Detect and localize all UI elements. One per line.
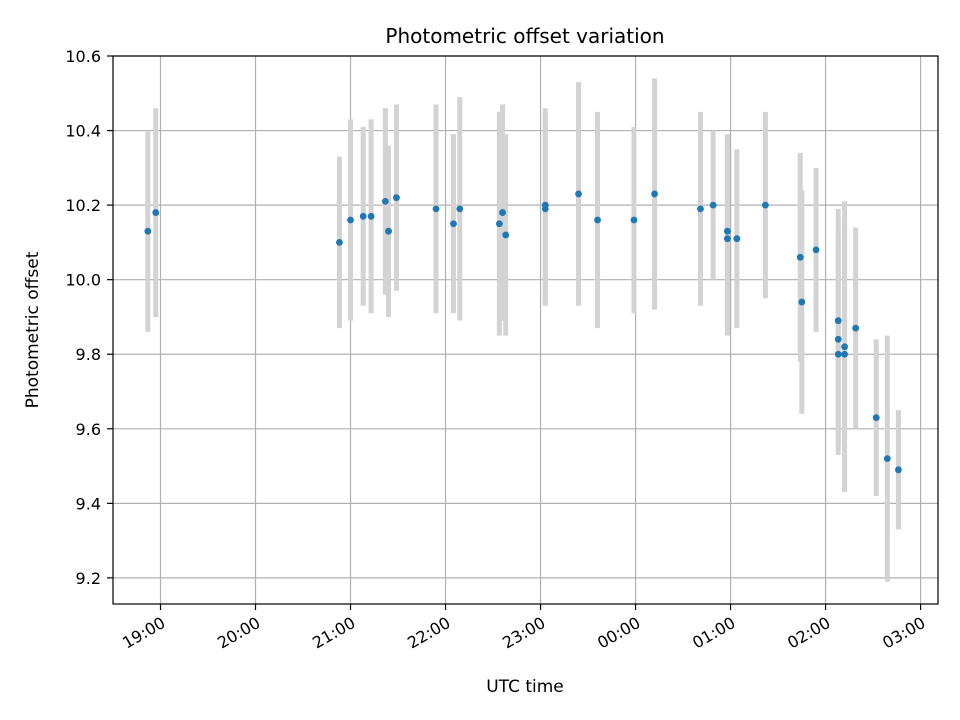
data-point bbox=[841, 343, 848, 351]
data-point bbox=[895, 466, 902, 474]
y-tick-label: 9.2 bbox=[76, 569, 101, 588]
data-point bbox=[651, 190, 658, 198]
y-tick-label: 10.0 bbox=[65, 271, 101, 290]
x-axis-title: UTC time bbox=[486, 677, 564, 697]
data-point bbox=[798, 298, 806, 306]
data-point bbox=[456, 205, 464, 213]
y-tick-label: 9.6 bbox=[76, 420, 101, 439]
y-tick-label: 9.4 bbox=[76, 494, 101, 513]
data-point bbox=[502, 231, 510, 239]
data-point bbox=[495, 220, 503, 228]
y-tick-label: 10.6 bbox=[65, 47, 101, 66]
data-point bbox=[852, 324, 860, 332]
data-point bbox=[834, 317, 842, 325]
y-tick-label: 10.2 bbox=[65, 196, 101, 215]
data-point bbox=[733, 235, 741, 243]
y-axis: 9.2 9.4 9.6 9.8 10.0 10.2 10.4 10.6 bbox=[65, 47, 113, 588]
y-axis-title: Photometric offset bbox=[23, 251, 43, 408]
data-point bbox=[723, 227, 731, 235]
data-point bbox=[381, 197, 389, 205]
y-tick-label: 9.8 bbox=[76, 345, 101, 364]
data-point bbox=[630, 216, 638, 224]
data-point bbox=[883, 455, 891, 463]
data-point bbox=[812, 246, 820, 254]
data-point bbox=[594, 216, 601, 224]
data-point bbox=[385, 227, 392, 235]
data-point bbox=[432, 205, 440, 213]
data-point bbox=[834, 335, 842, 343]
data-point bbox=[834, 350, 842, 358]
data-point bbox=[367, 212, 375, 220]
data-point bbox=[359, 212, 367, 220]
chart-title: Photometric offset variation bbox=[385, 24, 664, 48]
data-point bbox=[152, 209, 160, 216]
data-point bbox=[393, 194, 400, 202]
data-point bbox=[872, 414, 880, 422]
data-point bbox=[723, 235, 731, 243]
data-point bbox=[761, 201, 769, 209]
data-point bbox=[796, 253, 804, 261]
data-point bbox=[499, 209, 506, 216]
data-point bbox=[697, 205, 704, 213]
plot-frame bbox=[112, 55, 939, 605]
data-point bbox=[144, 227, 152, 235]
data-point bbox=[575, 190, 582, 198]
data-point bbox=[841, 350, 848, 358]
data-point bbox=[347, 216, 354, 224]
y-tick-label: 10.4 bbox=[65, 122, 101, 141]
data-point bbox=[541, 201, 549, 209]
data-point bbox=[336, 238, 343, 246]
data-points bbox=[144, 190, 902, 474]
data-point bbox=[450, 220, 457, 228]
data-point bbox=[709, 201, 717, 209]
